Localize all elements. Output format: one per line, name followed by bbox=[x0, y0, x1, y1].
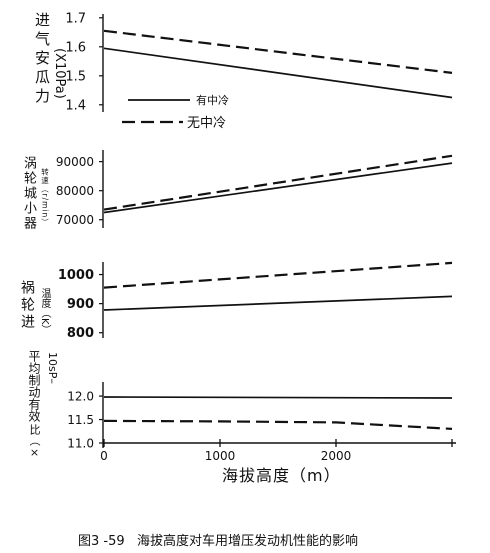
y-tick-label: 1.7 bbox=[65, 11, 86, 26]
series-line-dashed bbox=[103, 29, 453, 74]
y-tick-label: 11.0 bbox=[67, 437, 94, 451]
legend-label: 无中冷 bbox=[187, 116, 226, 131]
y-tick-label: 1.4 bbox=[65, 98, 86, 113]
panel2-ylabel-unit: 转速（r/min） bbox=[40, 168, 50, 227]
series-line-dashed bbox=[103, 154, 453, 211]
x-tick-label: 2000 bbox=[321, 449, 352, 463]
legend-label: 有中冷 bbox=[196, 93, 229, 107]
y-tick-label: 900 bbox=[67, 297, 94, 312]
y-tick-label: 1.5 bbox=[65, 69, 86, 84]
y-tick-label: 80000 bbox=[56, 184, 94, 198]
panel4-ylabel-unit: 10sP– bbox=[46, 352, 59, 384]
panel4-ylabel: 平均制动有效 bbox=[27, 350, 41, 422]
series-line-dashed bbox=[103, 261, 453, 289]
x-tick-label: 0 bbox=[100, 449, 108, 463]
y-tick-label: 1000 bbox=[58, 268, 94, 283]
figure-caption: 图3 -59 海拔高度对车用增压发动机性能的影响 bbox=[78, 534, 359, 549]
panel4-ylabel-part2: 比（× bbox=[28, 424, 41, 459]
series-line-solid bbox=[103, 162, 453, 214]
series-line-solid bbox=[103, 47, 453, 99]
y-tick-label: 1.6 bbox=[65, 40, 86, 55]
x-axis-label: 海拔高度（m） bbox=[222, 466, 341, 485]
panel3-ylabel: 祸轮进 bbox=[19, 280, 35, 331]
y-tick-label: 11.5 bbox=[67, 413, 94, 427]
series-line-dashed bbox=[103, 419, 453, 430]
y-tick-label: 12.0 bbox=[67, 390, 94, 404]
panel2-ylabel: 涡轮城小器 bbox=[21, 156, 36, 231]
panel1-ylabel-unit: (X10Pa) bbox=[52, 48, 67, 99]
series-line-solid bbox=[103, 396, 453, 399]
y-tick-label: 90000 bbox=[56, 155, 94, 169]
series-line-solid bbox=[103, 295, 453, 311]
x-tick-label: 1000 bbox=[205, 449, 236, 463]
y-tick-label: 800 bbox=[67, 326, 94, 341]
panel1-ylabel: 进气安瓜力 bbox=[33, 12, 51, 107]
y-tick-label: 70000 bbox=[56, 213, 94, 227]
panel3-ylabel-unit: 温度（K） bbox=[39, 288, 50, 335]
